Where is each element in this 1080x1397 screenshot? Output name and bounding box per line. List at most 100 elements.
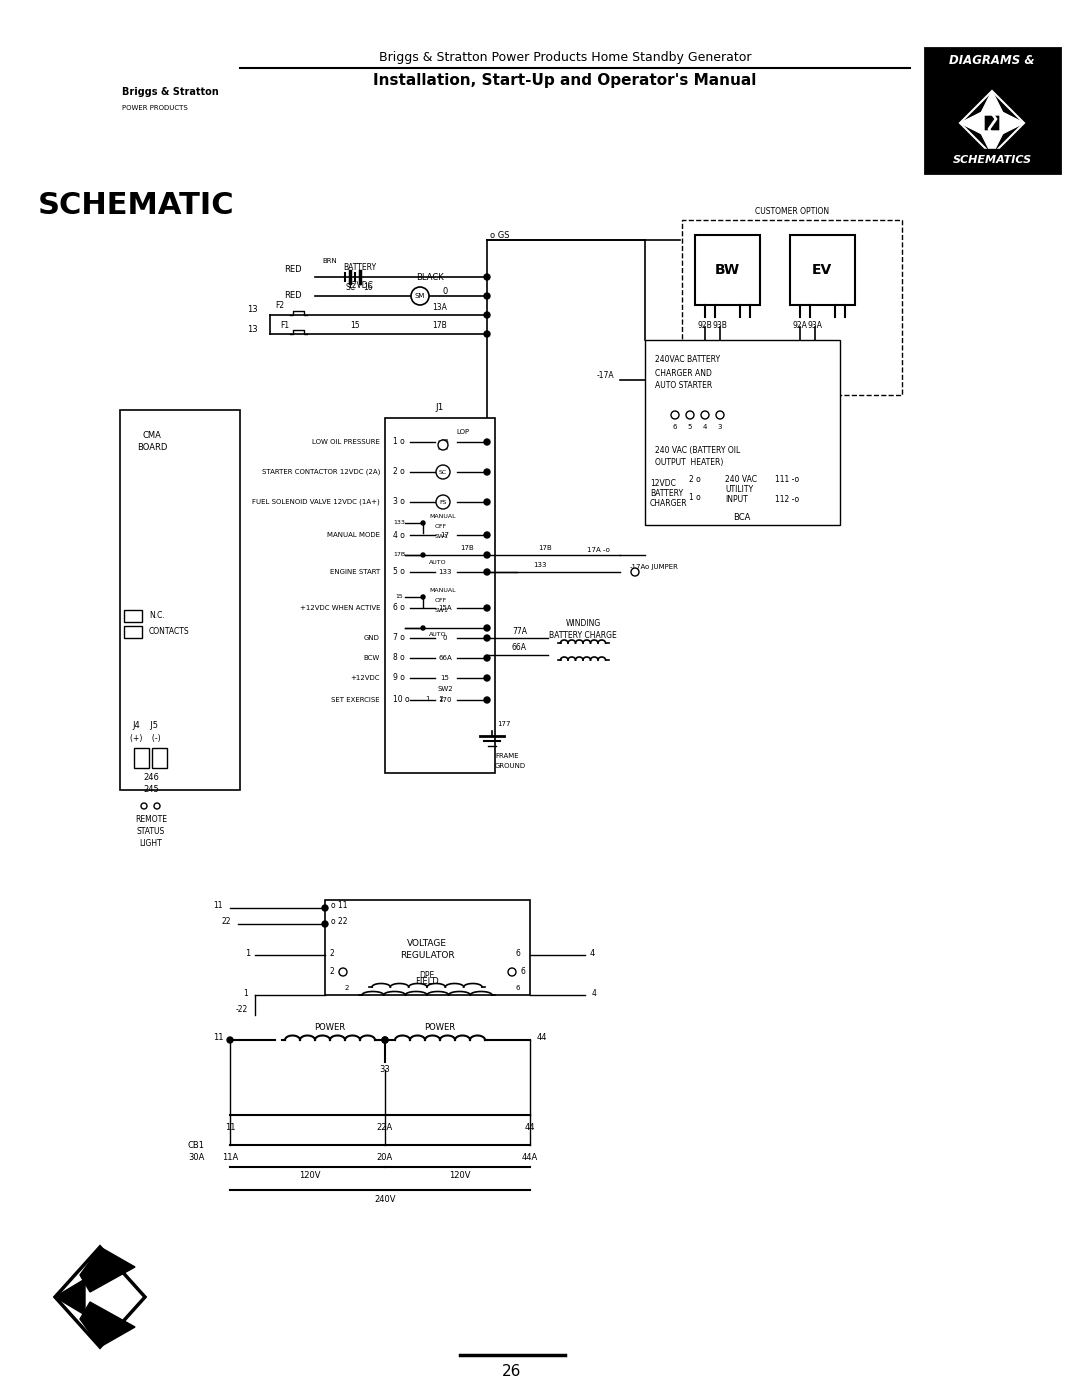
Text: BOARD: BOARD xyxy=(137,443,167,451)
Text: 66A: 66A xyxy=(438,655,451,661)
Circle shape xyxy=(322,921,328,928)
Text: o 11: o 11 xyxy=(330,901,348,911)
Text: 22A: 22A xyxy=(377,1123,393,1133)
Text: GROUND: GROUND xyxy=(495,763,526,768)
Text: 16: 16 xyxy=(363,284,373,292)
Text: 6 o: 6 o xyxy=(393,604,405,612)
Text: 11: 11 xyxy=(214,1034,224,1042)
Text: 93B: 93B xyxy=(713,320,728,330)
Text: 240V: 240V xyxy=(375,1196,395,1204)
Text: 2 o: 2 o xyxy=(689,475,701,485)
Text: 4 o: 4 o xyxy=(393,531,405,539)
Bar xyxy=(681,219,902,395)
Text: FRAME: FRAME xyxy=(495,753,518,759)
Text: 245: 245 xyxy=(144,785,159,795)
Circle shape xyxy=(484,655,490,661)
Text: 12VDC: 12VDC xyxy=(347,281,373,289)
Polygon shape xyxy=(80,1248,135,1292)
Text: 15: 15 xyxy=(350,321,360,331)
Polygon shape xyxy=(980,91,1004,115)
Text: RED: RED xyxy=(284,292,302,300)
Circle shape xyxy=(484,552,490,557)
Circle shape xyxy=(484,675,490,680)
Text: AUTO STARTER: AUTO STARTER xyxy=(654,381,712,391)
Text: 92A: 92A xyxy=(793,320,808,330)
Text: BRN: BRN xyxy=(323,258,337,264)
Circle shape xyxy=(382,1037,388,1044)
Circle shape xyxy=(421,553,426,557)
Text: SW1: SW1 xyxy=(435,609,449,613)
Text: Briggs & Stratton: Briggs & Stratton xyxy=(122,87,219,96)
Text: BATTERY: BATTERY xyxy=(650,489,684,497)
Bar xyxy=(696,235,760,305)
Text: SW1: SW1 xyxy=(435,535,449,539)
Text: 26: 26 xyxy=(502,1365,522,1379)
Text: LIGHT: LIGHT xyxy=(139,840,162,848)
Text: SET EXERCISE: SET EXERCISE xyxy=(332,697,380,703)
Text: AUTO: AUTO xyxy=(429,560,447,564)
Circle shape xyxy=(484,605,490,610)
Text: (+)    (-): (+) (-) xyxy=(130,733,160,742)
Circle shape xyxy=(508,968,516,977)
Text: 111 -o: 111 -o xyxy=(775,475,799,485)
Text: o JUMPER: o JUMPER xyxy=(645,564,678,570)
Text: 6: 6 xyxy=(521,968,526,977)
Text: 17A -o: 17A -o xyxy=(588,548,610,553)
Text: SM: SM xyxy=(415,293,426,299)
Circle shape xyxy=(411,286,429,305)
Circle shape xyxy=(421,595,426,599)
Text: 133: 133 xyxy=(438,569,451,576)
Circle shape xyxy=(484,499,490,504)
Text: 0: 0 xyxy=(443,636,447,641)
Text: 30A: 30A xyxy=(188,1153,204,1161)
Bar xyxy=(124,610,141,622)
Circle shape xyxy=(484,636,490,641)
Text: CHARGER AND: CHARGER AND xyxy=(654,369,712,377)
Circle shape xyxy=(484,697,490,703)
Bar xyxy=(120,409,240,789)
Bar xyxy=(645,339,840,525)
Circle shape xyxy=(686,411,694,419)
Text: 92B: 92B xyxy=(698,320,713,330)
Polygon shape xyxy=(980,131,1004,155)
Circle shape xyxy=(716,411,724,419)
Text: 2 o: 2 o xyxy=(393,468,405,476)
Bar xyxy=(152,747,167,768)
Text: SC: SC xyxy=(438,469,447,475)
Text: 17B: 17B xyxy=(433,321,447,331)
Bar xyxy=(325,900,530,995)
Text: -17A: -17A xyxy=(596,370,615,380)
Text: FS: FS xyxy=(440,500,447,504)
Text: N.C.: N.C. xyxy=(149,612,165,620)
Text: 4: 4 xyxy=(590,949,595,957)
Text: 1 o: 1 o xyxy=(393,437,405,447)
Text: SCHEMATICS: SCHEMATICS xyxy=(953,155,1031,165)
Circle shape xyxy=(484,469,490,475)
Bar xyxy=(924,47,1059,173)
Text: 4: 4 xyxy=(592,989,597,997)
Text: 3: 3 xyxy=(718,425,723,430)
Text: 11A: 11A xyxy=(221,1154,238,1162)
Text: 120V: 120V xyxy=(449,1171,471,1179)
Text: 17: 17 xyxy=(441,532,449,538)
Text: REGULATOR: REGULATOR xyxy=(400,950,455,960)
Text: UTILITY: UTILITY xyxy=(725,486,753,495)
Text: 3 o: 3 o xyxy=(393,497,405,507)
Text: SC: SC xyxy=(345,284,355,292)
Text: o GS: o GS xyxy=(490,231,510,239)
Text: 9 o: 9 o xyxy=(393,673,405,683)
Text: OFF: OFF xyxy=(435,524,447,529)
Text: 17B: 17B xyxy=(538,545,552,550)
Text: DPE: DPE xyxy=(419,971,434,981)
Text: o 22: o 22 xyxy=(330,918,348,926)
Bar xyxy=(927,149,1058,170)
Circle shape xyxy=(436,495,450,509)
Text: 246: 246 xyxy=(143,774,159,782)
Text: F2: F2 xyxy=(275,302,284,310)
Bar xyxy=(90,80,150,120)
Text: REMOTE: REMOTE xyxy=(135,816,167,824)
Text: 240VAC BATTERY: 240VAC BATTERY xyxy=(654,355,720,365)
Text: J4    J5: J4 J5 xyxy=(132,721,158,729)
Polygon shape xyxy=(960,110,984,136)
Text: 11: 11 xyxy=(225,1123,235,1133)
